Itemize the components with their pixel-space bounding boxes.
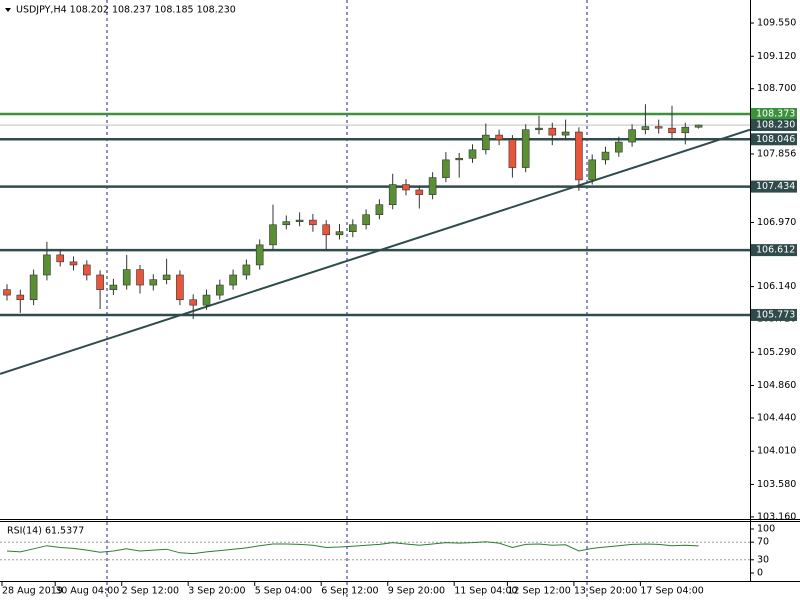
candle-body [641, 126, 650, 130]
rsi-tick-label: 100 [757, 524, 775, 535]
candle-body [122, 269, 131, 286]
level-label-box [751, 133, 797, 146]
rsi-tick-label: 0 [757, 568, 763, 579]
candle-body [388, 184, 397, 205]
x-tick-label: 28 Aug 2019 [2, 586, 63, 597]
candle-body [614, 141, 623, 153]
candle-body [255, 244, 264, 266]
rsi-tick-label: 30 [757, 554, 769, 565]
x-tick-label: 5 Sep 04:00 [255, 586, 312, 597]
candle-body [601, 151, 610, 161]
y-tick-label: 107.856 [757, 148, 796, 159]
x-tick-label: 17 Sep 04:00 [640, 586, 703, 597]
y-tick-label: 109.550 [757, 18, 796, 29]
candle-body [654, 126, 663, 129]
level-label: 107.434 [756, 181, 795, 192]
rsi-tick-label: 70 [757, 537, 769, 548]
candle-body [561, 131, 570, 136]
trendline [0, 128, 751, 375]
level-label-box [751, 180, 797, 193]
y-tick-label: 108.700 [757, 83, 796, 94]
current-price-label: 108.230 [756, 120, 795, 131]
y-tick-label: 103.160 [757, 511, 796, 522]
x-tick-label: 2 Sep 12:00 [122, 586, 179, 597]
candle-body [428, 177, 437, 195]
level-label-box [751, 244, 797, 257]
candle-body [575, 131, 583, 181]
rsi-line [6, 541, 699, 555]
candle-body [588, 159, 597, 181]
candle-body [402, 184, 410, 191]
y-tick-label: 104.010 [757, 446, 796, 457]
candle-body [348, 224, 357, 233]
candle-body [548, 127, 557, 136]
candle-body [335, 231, 344, 236]
level-label: 105.773 [756, 309, 795, 320]
candle-body [189, 299, 197, 306]
candle-body [83, 264, 91, 276]
candle-body [69, 261, 78, 266]
x-tick-label: 9 Sep 20:00 [388, 586, 445, 597]
y-tick-label: 106.970 [757, 217, 796, 228]
candle-body [362, 214, 370, 226]
candle-body [468, 149, 477, 159]
candle-body [455, 157, 464, 161]
candle-body [481, 134, 490, 151]
candle-body [442, 159, 450, 178]
candle-body [694, 124, 703, 128]
level-label-box [751, 108, 797, 121]
candle-body [96, 274, 104, 290]
candle-body [136, 269, 144, 286]
candle-body [375, 204, 384, 216]
title-arrow [5, 8, 11, 12]
candle-body [29, 274, 38, 301]
candle-body [229, 274, 237, 286]
y-tick-label: 104.440 [757, 412, 796, 423]
level-label: 108.373 [756, 109, 795, 120]
x-tick-label: 12 Sep 12:00 [507, 586, 570, 597]
candle-body [309, 219, 317, 226]
candle-body [56, 254, 65, 263]
candle-body [216, 284, 224, 296]
current-price-box [751, 119, 797, 132]
level-label: 108.046 [756, 134, 795, 145]
candle-body [176, 274, 184, 301]
candle-body [162, 274, 171, 280]
candle-body [415, 189, 424, 195]
candle-body [202, 294, 211, 306]
candle-body [495, 134, 503, 141]
candle-body [628, 129, 636, 143]
candle-body [521, 129, 530, 168]
y-tick-label: 109.120 [757, 51, 796, 62]
candle-body [16, 294, 25, 301]
candle-body [242, 264, 251, 276]
x-tick-label: 3 Sep 20:00 [188, 586, 245, 597]
candle-body [43, 254, 51, 276]
candle-body [668, 127, 676, 134]
candle-body [322, 224, 331, 236]
candle-body [681, 126, 690, 134]
y-tick-label: 104.860 [757, 380, 796, 391]
candle-body [269, 224, 277, 246]
x-tick-label: 6 Sep 12:00 [321, 586, 378, 597]
x-tick-label: 30 Aug 04:00 [55, 586, 119, 597]
level-label-box [751, 308, 797, 321]
y-tick-label: 105.290 [757, 347, 796, 358]
y-tick-label: 103.580 [757, 479, 796, 490]
candle-body [149, 279, 158, 286]
candle-body [535, 127, 543, 130]
candle-body [282, 221, 291, 226]
level-label: 106.612 [756, 245, 795, 256]
candle-body [508, 139, 517, 168]
rsi-title: RSI(14) 61.5377 [7, 526, 84, 537]
y-tick-label: 106.140 [757, 281, 796, 292]
candle-body [109, 284, 118, 290]
candle-body [295, 219, 304, 222]
chart-title: USDJPY,H4 108.202 108.237 108.185 108.23… [16, 5, 236, 16]
x-tick-label: 13 Sep 20:00 [574, 586, 637, 597]
candle-body [3, 289, 11, 296]
x-tick-label: 11 Sep 04:00 [454, 586, 517, 597]
